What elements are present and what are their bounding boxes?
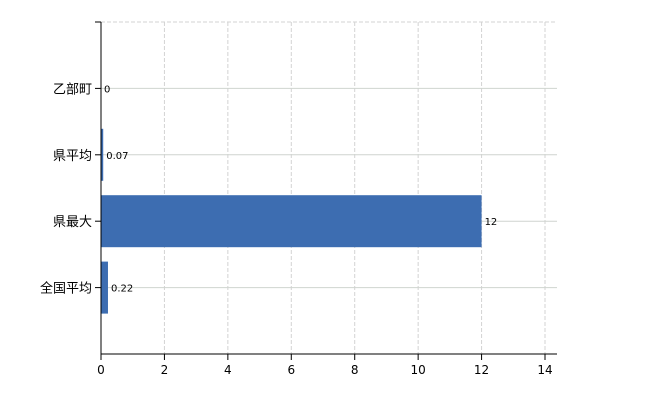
x-tick-label: 12 (474, 363, 489, 377)
y-tick-label: 乙部町 (53, 82, 92, 97)
bar-3 (101, 261, 108, 314)
y-tick-label: 全国平均 (40, 281, 92, 297)
x-tick-label: 10 (411, 363, 426, 377)
x-tick-label: 2 (161, 363, 169, 377)
y-tick-label: 県最大 (53, 215, 92, 230)
x-tick-label: 6 (287, 363, 295, 377)
data-label-3: 0.22 (111, 284, 133, 295)
data-label-2: 12 (485, 217, 498, 228)
x-tick-label: 8 (351, 363, 359, 377)
bar-2 (101, 195, 482, 248)
data-label-1: 0.07 (106, 151, 128, 162)
x-tick-label: 14 (537, 363, 552, 377)
x-tick-label: 4 (224, 363, 232, 377)
data-label-0: 0 (104, 84, 110, 95)
y-tick-label: 県平均 (53, 149, 92, 164)
x-tick-label: 0 (97, 363, 105, 377)
bar-1 (101, 128, 104, 181)
